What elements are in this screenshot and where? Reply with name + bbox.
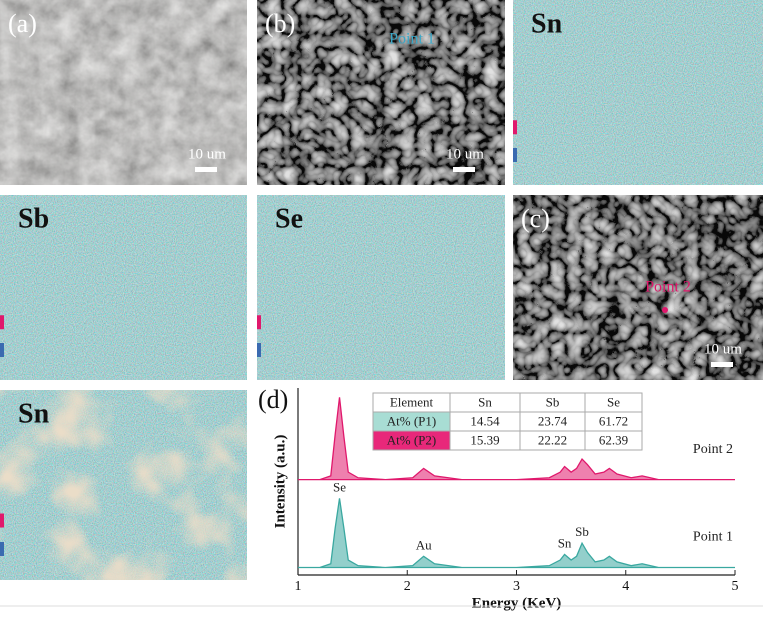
table-text: Element — [390, 394, 434, 409]
table-text: Sb — [546, 394, 560, 409]
table-text: At% (P2) — [387, 432, 436, 447]
table-text: 14.54 — [470, 413, 500, 428]
x-tick-label: 1 — [295, 579, 302, 594]
panel-texture — [257, 195, 505, 380]
color-key — [257, 343, 261, 357]
panel-label: (d) — [258, 385, 288, 414]
peak-label: Sb — [575, 524, 589, 539]
panel-label: Sb — [18, 203, 49, 234]
color-key — [513, 120, 517, 135]
image-panel: (b) 10 um Point 1 — [257, 0, 505, 185]
color-key — [0, 343, 4, 357]
color-key — [0, 315, 4, 330]
panel-texture — [513, 195, 763, 380]
table-text: Sn — [478, 394, 492, 409]
scale-bar-label: 10 um — [446, 146, 484, 162]
image-panel: (c) 10 um Point 2 — [513, 195, 763, 380]
scale-bar — [453, 167, 475, 172]
table-text: At% (P1) — [387, 413, 436, 428]
table-text: 22.22 — [538, 432, 567, 447]
table-text: 62.39 — [599, 432, 628, 447]
scale-bar-label: 10 um — [188, 146, 226, 162]
x-tick-label: 3 — [513, 579, 520, 594]
panel-label: Sn — [531, 8, 563, 39]
peak-label: Se — [333, 479, 346, 494]
point-label: Point 2 — [645, 279, 691, 296]
spectrum-line — [298, 498, 735, 569]
x-tick-label: 4 — [622, 579, 629, 594]
x-tick-label: 5 — [732, 579, 739, 594]
image-panel: Sn — [513, 0, 763, 185]
peak-label: Au — [416, 537, 432, 552]
color-key — [0, 513, 4, 528]
spectrum-chart: (d) 1 2 3 4 5 Energy (KeV) Intensity (a.u.) Poin… — [258, 385, 739, 611]
color-key — [0, 542, 4, 556]
color-key — [257, 315, 261, 330]
panel-texture — [0, 0, 247, 185]
panel-texture — [257, 0, 505, 185]
image-panel: Sb — [0, 195, 247, 380]
color-key — [513, 148, 517, 162]
peak-label: Sn — [558, 535, 572, 550]
panel-texture — [513, 0, 763, 185]
table-text: 15.39 — [470, 432, 499, 447]
panel-label: (a) — [8, 9, 37, 38]
scale-bar — [195, 167, 217, 172]
spectrum-line — [298, 397, 735, 481]
image-panel: (a) 10 um — [0, 0, 247, 185]
panel-texture — [0, 195, 247, 380]
y-axis-label: Intensity (a.u.) — [272, 435, 288, 529]
table-cell — [584, 430, 643, 451]
panel-label: Sn — [18, 398, 50, 429]
series-label: Point 2 — [693, 442, 733, 457]
scale-bar — [711, 362, 733, 367]
panel-label: (b) — [265, 9, 295, 38]
point-marker — [662, 307, 668, 313]
point-label: Point 1 — [389, 31, 435, 48]
image-panel: Sn — [0, 390, 247, 580]
panel-label: Se — [275, 203, 303, 234]
panel-label: (c) — [521, 204, 550, 233]
x-tick-label: 2 — [404, 579, 411, 594]
x-axis-label: Energy (KeV) — [472, 595, 562, 611]
panel-blots — [0, 390, 247, 580]
table-text: Se — [607, 394, 620, 409]
table-text: 61.72 — [599, 413, 628, 428]
series-label: Point 1 — [693, 530, 733, 545]
image-panel: Se — [257, 195, 505, 380]
table-text: 23.74 — [538, 413, 568, 428]
scale-bar-label: 10 um — [704, 341, 742, 357]
